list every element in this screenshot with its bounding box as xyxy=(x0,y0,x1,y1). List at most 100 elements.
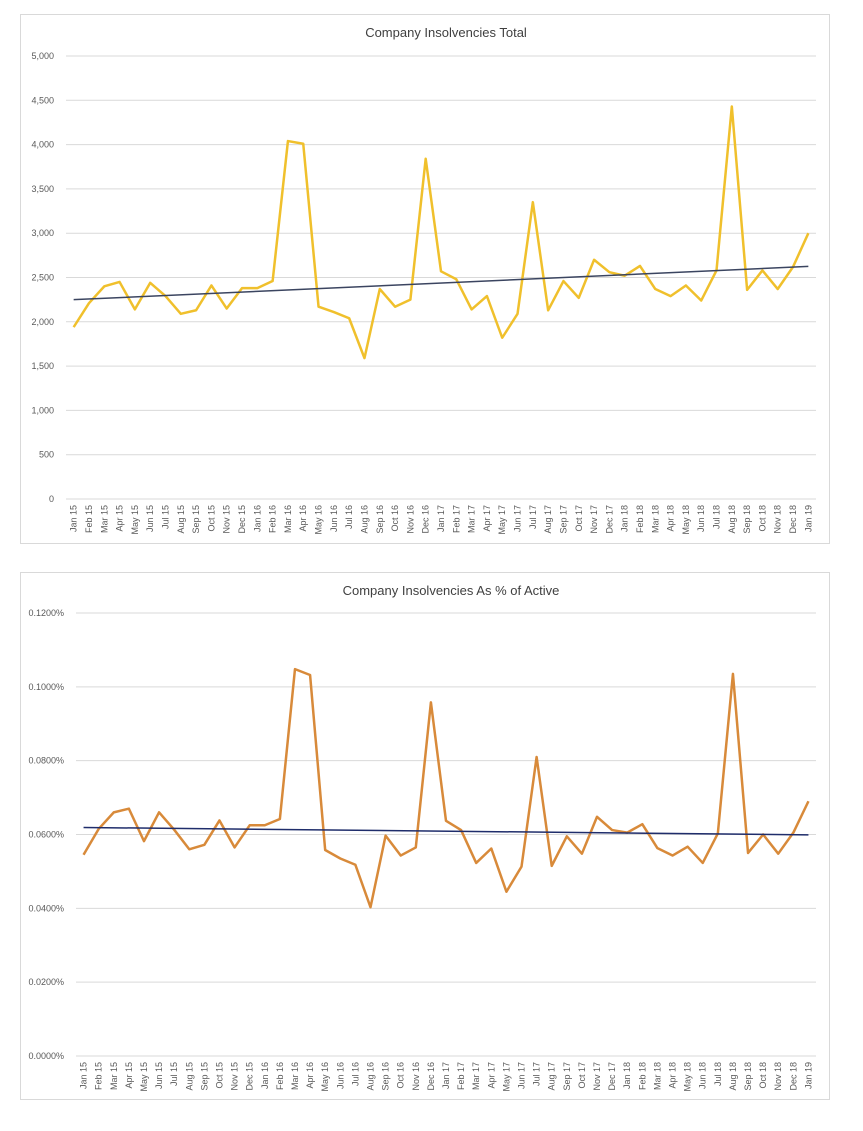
x-tick-label: Aug 15 xyxy=(184,1062,194,1091)
x-tick-label: May 15 xyxy=(130,505,140,535)
x-tick-label: Jan 18 xyxy=(620,505,630,532)
x-tick-label: Jan 17 xyxy=(441,1062,451,1089)
x-tick-label: Apr 15 xyxy=(124,1062,134,1089)
x-tick-label: May 17 xyxy=(501,1062,511,1092)
x-tick-label: Oct 17 xyxy=(577,1062,587,1089)
x-tick-label: May 16 xyxy=(314,505,324,535)
y-tick-label: 0.0800% xyxy=(28,756,64,766)
x-tick-label: Jan 15 xyxy=(69,505,79,532)
x-tick-label: Apr 17 xyxy=(486,1062,496,1089)
y-tick-label: 3,000 xyxy=(31,228,54,238)
x-tick-label: Jun 15 xyxy=(145,505,155,532)
x-tick-label: Jan 18 xyxy=(622,1062,632,1089)
x-tick-label: Mar 16 xyxy=(290,1062,300,1090)
x-tick-label: Feb 17 xyxy=(456,1062,466,1090)
chart-title: Company Insolvencies Total xyxy=(365,25,527,40)
y-tick-label: 0.0400% xyxy=(28,903,64,913)
x-tick-label: Mar 18 xyxy=(650,505,660,533)
y-tick-label: 0 xyxy=(49,494,54,504)
x-tick-label: May 18 xyxy=(681,505,691,535)
x-tick-label: Apr 16 xyxy=(298,505,308,532)
x-tick-label: Apr 18 xyxy=(666,505,676,532)
x-tick-label: Jun 17 xyxy=(517,1062,527,1089)
x-tick-label: Feb 16 xyxy=(275,1062,285,1090)
x-tick-label: Jul 16 xyxy=(350,1062,360,1086)
x-tick-label: Nov 17 xyxy=(592,1062,602,1091)
x-tick-label: Jan 16 xyxy=(260,1062,270,1089)
series-line xyxy=(82,667,810,909)
x-tick-label: Sep 18 xyxy=(742,505,752,534)
y-tick-label: 4,000 xyxy=(31,140,54,150)
x-tick-label: Dec 17 xyxy=(604,505,614,534)
x-tick-label: Sep 16 xyxy=(381,1062,391,1091)
x-tick-label: Oct 18 xyxy=(757,505,767,532)
x-tick-label: Oct 16 xyxy=(390,505,400,532)
x-tick-label: Feb 15 xyxy=(94,1062,104,1090)
insolvencies-percent-plot: Company Insolvencies As % of Active 0.000… xyxy=(28,583,816,1092)
x-tick-label: Sep 18 xyxy=(743,1062,753,1091)
x-tick-label: Jul 15 xyxy=(160,505,170,529)
x-tick-label: Sep 17 xyxy=(562,1062,572,1091)
x-tick-label: Feb 18 xyxy=(635,505,645,533)
x-tick-label: Mar 15 xyxy=(99,505,109,533)
x-tick-label: Nov 15 xyxy=(230,1062,240,1091)
x-tick-label: Jul 17 xyxy=(528,505,538,529)
insolvencies-percent-chart: Company Insolvencies As % of Active 0.000… xyxy=(20,572,830,1100)
chart-title: Company Insolvencies As % of Active xyxy=(343,583,560,598)
y-tick-label: 0.0200% xyxy=(28,977,64,987)
x-tick-label: Nov 17 xyxy=(589,505,599,534)
x-tick-label: Aug 17 xyxy=(547,1062,557,1091)
y-tick-label: 0.1000% xyxy=(28,682,64,692)
x-tick-label: Oct 15 xyxy=(206,505,216,532)
y-tick-label: 0.0000% xyxy=(28,1051,64,1061)
x-tick-label: Mar 18 xyxy=(652,1062,662,1090)
x-tick-label: Oct 16 xyxy=(396,1062,406,1089)
insolvencies-total-chart: Company Insolvencies Total 0 500 1,000 1,500… xyxy=(20,14,830,544)
x-tick-label: Jul 18 xyxy=(713,1062,723,1086)
x-tick-label: Jan 16 xyxy=(252,505,262,532)
x-tick-label: May 16 xyxy=(320,1062,330,1092)
x-tick-label: Jan 19 xyxy=(803,1062,813,1089)
x-tick-label: May 17 xyxy=(497,505,507,535)
x-tick-label: Feb 17 xyxy=(451,505,461,533)
x-tick-label: Nov 15 xyxy=(222,505,232,534)
x-tick-label: Mar 15 xyxy=(109,1062,119,1090)
insolvencies-total-plot: Company Insolvencies Total 0 500 1,000 1,500… xyxy=(31,25,816,535)
x-tick-label: Jun 18 xyxy=(696,505,706,532)
x-tick-label: Mar 17 xyxy=(471,1062,481,1090)
x-tick-label: Jun 18 xyxy=(698,1062,708,1089)
trend-line xyxy=(83,826,809,836)
x-tick-label: Oct 17 xyxy=(574,505,584,532)
x-tick-label: Nov 16 xyxy=(405,505,415,534)
x-tick-label: Jun 17 xyxy=(513,505,523,532)
x-tick-label: Aug 15 xyxy=(176,505,186,534)
x-tick-label: Jun 16 xyxy=(329,505,339,532)
x-tick-label: Jun 15 xyxy=(154,1062,164,1089)
x-tick-label: Aug 18 xyxy=(728,1062,738,1091)
x-tick-label: Jul 17 xyxy=(532,1062,542,1086)
x-tick-label: Nov 16 xyxy=(411,1062,421,1091)
x-tick-label: Jun 16 xyxy=(335,1062,345,1089)
x-tick-label: Jul 16 xyxy=(344,505,354,529)
x-tick-label: Dec 16 xyxy=(421,505,431,534)
x-tick-label: Sep 15 xyxy=(199,1062,209,1091)
x-tick-label: Mar 16 xyxy=(283,505,293,533)
x-tick-label: Nov 18 xyxy=(773,1062,783,1091)
x-tick-label: Mar 17 xyxy=(467,505,477,533)
x-tick-label: Sep 15 xyxy=(191,505,201,534)
x-tick-label: Jan 19 xyxy=(803,505,813,532)
y-tick-label: 1,000 xyxy=(31,405,54,415)
x-tick-label: Jul 15 xyxy=(169,1062,179,1086)
y-tick-label: 2,500 xyxy=(31,273,54,283)
x-tick-label: Sep 16 xyxy=(375,505,385,534)
y-tick-label: 2,000 xyxy=(31,317,54,327)
x-tick-label: Feb 16 xyxy=(268,505,278,533)
x-tick-label: Jan 15 xyxy=(79,1062,89,1089)
x-tick-label: Apr 18 xyxy=(668,1062,678,1089)
trend-line xyxy=(73,265,809,301)
x-tick-label: Feb 15 xyxy=(84,505,94,533)
x-tick-label: Apr 16 xyxy=(305,1062,315,1089)
x-tick-label: May 15 xyxy=(139,1062,149,1092)
y-tick-label: 500 xyxy=(39,450,54,460)
x-tick-label: Dec 18 xyxy=(788,1062,798,1091)
